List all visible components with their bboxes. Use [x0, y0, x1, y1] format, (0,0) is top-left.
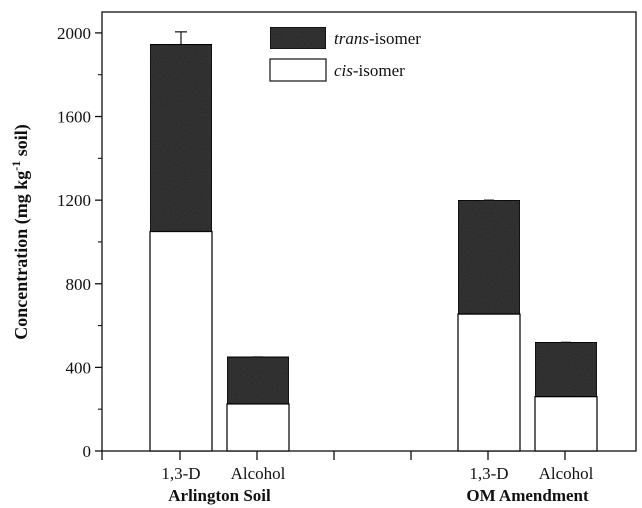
x-axis: 1,3-D Alcohol 1,3-D Alcohol Arlington Soil OM… — [101, 451, 594, 505]
legend-series-suffix-trans: -isomer — [369, 29, 421, 48]
x-category-label-3: Alcohol — [539, 464, 594, 483]
bar-trans-3 — [534, 341, 598, 398]
group-label-1: OM Amendment — [466, 486, 589, 505]
bar-trans-1 — [226, 356, 290, 405]
y-tick-label-4: 1600 — [57, 108, 91, 127]
bar-trans-2 — [457, 199, 521, 315]
y-axis-title-suffix: soil) — [11, 124, 32, 161]
bar-cis-1 — [226, 403, 290, 452]
plot-frame — [101, 11, 637, 452]
legend-series-name-trans: trans — [334, 29, 369, 48]
y-tick-label-2: 800 — [66, 275, 92, 294]
y-axis-title-prefix: Concentration (mg kg — [11, 171, 32, 340]
bar-cis-3 — [534, 395, 598, 452]
y-axis-title-superscript: -1 — [9, 161, 23, 171]
bar-trans-0 — [149, 43, 213, 233]
x-category-label-0: 1,3-D — [161, 464, 200, 483]
bars — [149, 31, 598, 452]
legend-series-suffix-cis: -isomer — [353, 61, 405, 80]
bar-cis-0 — [149, 230, 213, 452]
bar-cis-2 — [457, 313, 521, 452]
y-tick-label-3: 1200 — [57, 191, 91, 210]
y-tick-label-5: 2000 — [57, 24, 91, 43]
y-tick-label-1: 400 — [66, 358, 92, 377]
legend-label-cis: cis-isomer — [334, 61, 405, 80]
legend-label-trans: trans-isomer — [334, 29, 421, 48]
legend-swatch-cis — [269, 58, 327, 82]
plot-border — [101, 11, 637, 452]
legend-swatch-trans — [269, 26, 327, 50]
y-axis-title: Concentration (mg kg-1 soil) — [9, 124, 32, 340]
y-axis: 0 400 800 1200 1600 2000 — [57, 24, 102, 461]
x-category-label-2: 1,3-D — [469, 464, 508, 483]
x-category-label-1: Alcohol — [231, 464, 286, 483]
legend-series-name-cis: cis — [334, 61, 353, 80]
y-tick-label-0: 0 — [83, 442, 92, 461]
group-label-0: Arlington Soil — [168, 486, 271, 505]
